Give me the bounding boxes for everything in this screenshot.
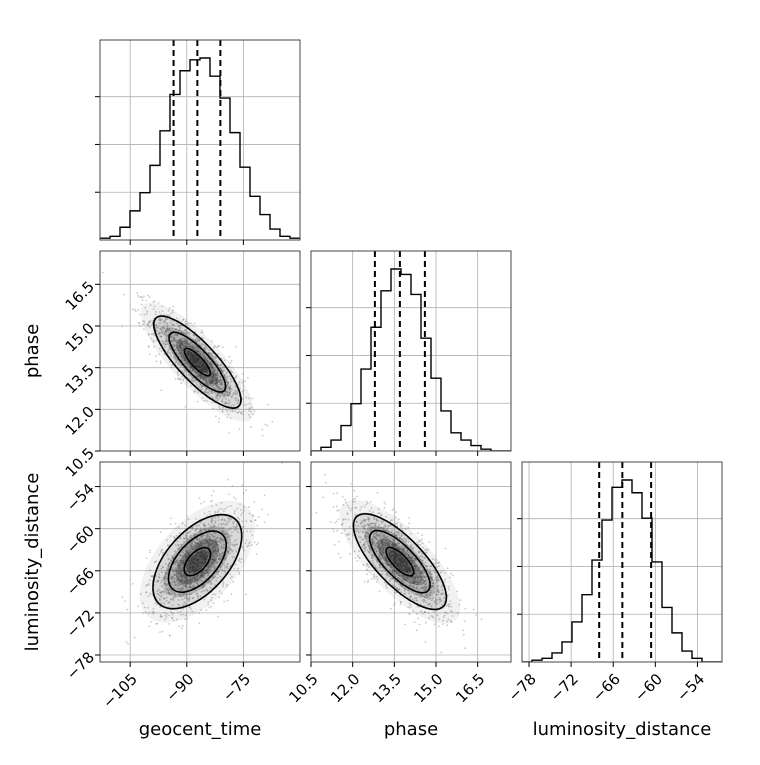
y-tick-label: 15.0: [62, 319, 98, 355]
x-tick-label: 16.5: [452, 670, 488, 706]
x-tick-label: −66: [589, 670, 624, 705]
y-tick-label: −78: [63, 648, 98, 683]
contour-2: [153, 315, 242, 409]
y-tick-label: −72: [63, 606, 98, 641]
x-tick-label: 10.5: [285, 670, 321, 706]
contour-2: [352, 513, 448, 611]
x-tick-label: −75: [219, 670, 254, 705]
panel-frame: [310, 250, 512, 452]
x-tick-label: 15.0: [410, 670, 446, 706]
panel-frame: [521, 461, 723, 663]
y-tick-label: 12.0: [62, 403, 98, 439]
contour-0: [183, 546, 212, 577]
panel-geocent_time-vs-phase: 10.5 12.0 13.5 15.0 16.5: [62, 250, 301, 481]
contour-2: [152, 513, 243, 610]
x-tick-label: −78: [505, 670, 540, 705]
panel-luminosity_distance-histogram: −78 −72 −66 −60 −54: [505, 461, 723, 705]
contour-1: [167, 530, 227, 593]
panel-frame: [99, 250, 301, 452]
panel-geocent_time-histogram: [95, 39, 301, 245]
panel-geocent_time-vs-luminosity_distance: −105 −90 −75 −78 −72 −66 −60 −54: [63, 461, 301, 712]
contour-1: [368, 529, 431, 594]
y-tick-label: −54: [63, 480, 98, 515]
panel-phase-vs-luminosity_distance: 10.5 12.0 13.5 15.0 16.5: [285, 461, 512, 706]
x-axis-label-phase: phase: [384, 719, 438, 740]
y-axis-label-luminosity_distance: luminosity_distance: [22, 473, 43, 652]
y-tick-label: −60: [63, 522, 98, 557]
y-tick-label: −66: [63, 564, 98, 599]
x-tick-label: 13.5: [369, 670, 405, 706]
panel-frame: [99, 461, 301, 663]
density-contours: [339, 499, 461, 624]
histogram-phase: [311, 268, 511, 451]
x-tick-label: −60: [631, 670, 666, 705]
x-tick-label: −105: [99, 670, 141, 712]
x-tick-label: 12.0: [327, 670, 363, 706]
y-axis-label-phase: phase: [22, 324, 43, 378]
panel-frame: [310, 461, 512, 663]
y-tick-label: 13.5: [62, 361, 98, 397]
panel-frame: [99, 39, 301, 241]
contour-1: [168, 331, 227, 393]
scatter-points: [315, 473, 483, 654]
x-axis-label-geocent_time: geocent_time: [139, 719, 262, 740]
x-tick-label: −54: [673, 670, 708, 705]
panel-phase-histogram: [306, 250, 512, 456]
y-tick-label: 10.5: [62, 444, 98, 480]
x-tick-label: −90: [162, 670, 197, 705]
density-contours: [140, 302, 254, 422]
x-tick-label: −72: [547, 670, 582, 705]
density-contours: [139, 500, 255, 623]
x-axis-label-luminosity_distance: luminosity_distance: [533, 719, 712, 740]
contour-0: [385, 546, 415, 577]
y-tick-label: 16.5: [62, 278, 98, 314]
histogram-geocent_time: [100, 57, 300, 239]
